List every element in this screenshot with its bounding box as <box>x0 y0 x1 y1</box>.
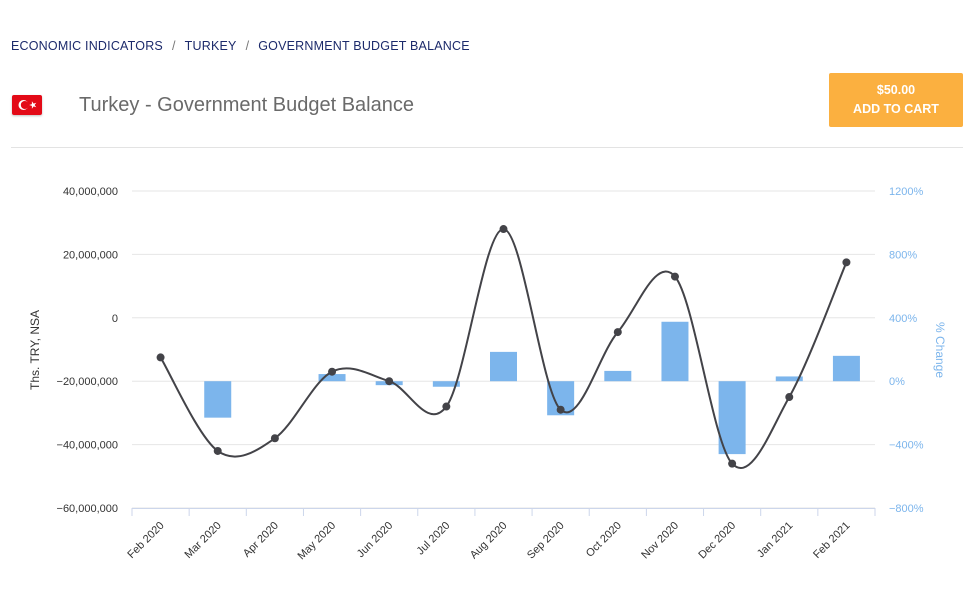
breadcrumb-economic-indicators[interactable]: ECONOMIC INDICATORS <box>11 39 163 53</box>
y-tick-label-right: 400% <box>889 313 917 325</box>
breadcrumb-separator: / <box>171 39 176 53</box>
y-axis-title-left: Ths. TRY, NSA <box>28 310 42 390</box>
x-tick-label: Jul 2020 <box>415 520 453 558</box>
y-tick-label-right: 800% <box>889 249 917 261</box>
price-label: $50.00 <box>876 83 916 97</box>
header-divider <box>11 147 963 148</box>
y-tick-label-left: −20,000,000 <box>57 376 118 388</box>
line-point <box>556 405 565 414</box>
breadcrumb-government-budget-balance[interactable]: GOVERNMENT BUDGET BALANCE <box>258 39 470 53</box>
line-point <box>156 353 165 362</box>
line-point <box>785 393 794 402</box>
line-point <box>613 328 622 337</box>
x-tick-label: Nov 2020 <box>639 520 681 562</box>
line-point <box>213 446 222 455</box>
bar <box>490 351 517 382</box>
y-tick-label-right: 0% <box>889 376 905 388</box>
x-tick-label: Apr 2020 <box>241 520 281 560</box>
bar <box>661 321 689 382</box>
breadcrumb-separator: / <box>245 39 250 53</box>
bar <box>775 376 803 382</box>
x-tick-label: Feb 2021 <box>811 520 852 561</box>
x-tick-label: Jan 2021 <box>755 520 795 560</box>
page-title: Turkey - Government Budget Balance <box>79 94 414 116</box>
x-tick-label: Oct 2020 <box>584 520 624 560</box>
x-tick-label: May 2020 <box>296 520 339 563</box>
y-tick-label-right: 1200% <box>889 186 923 198</box>
x-tick-label: Aug 2020 <box>468 520 510 562</box>
turkey-flag-icon <box>12 95 42 115</box>
bar <box>604 370 632 382</box>
bar <box>318 374 346 382</box>
y-tick-label-left: 40,000,000 <box>63 186 118 198</box>
add-to-cart-button[interactable]: $50.00 ADD TO CART <box>829 73 963 127</box>
y-tick-label-right: −400% <box>889 440 924 452</box>
bar <box>832 355 860 382</box>
y-tick-label-left: −60,000,000 <box>57 503 118 515</box>
line-point <box>728 459 737 468</box>
line-point <box>385 377 394 386</box>
y-tick-label-left: 0 <box>112 313 118 325</box>
add-to-cart-label: ADD TO CART <box>853 102 939 116</box>
line-point <box>670 272 679 281</box>
x-tick-label: Dec 2020 <box>696 520 738 562</box>
line-point <box>270 434 279 443</box>
breadcrumb: ECONOMIC INDICATORS / TURKEY / GOVERNMENT BU… <box>11 39 470 53</box>
x-tick-label: Sep 2020 <box>525 520 567 562</box>
x-tick-label: Feb 2020 <box>125 520 166 561</box>
x-tick-label: Mar 2020 <box>182 520 223 561</box>
line-point <box>842 258 851 267</box>
y-tick-label-left: 20,000,000 <box>63 249 118 261</box>
bar <box>432 381 460 387</box>
y-tick-label-left: −40,000,000 <box>57 440 118 452</box>
x-tick-label: Jun 2020 <box>355 520 395 560</box>
y-tick-label-right: −800% <box>889 503 924 515</box>
bar <box>718 381 746 455</box>
y-axis-title-right: % Change <box>933 322 947 378</box>
line-point <box>499 225 508 234</box>
breadcrumb-turkey[interactable]: TURKEY <box>184 39 237 53</box>
line-point <box>442 402 451 411</box>
line-point <box>328 367 337 376</box>
bar <box>204 381 232 418</box>
